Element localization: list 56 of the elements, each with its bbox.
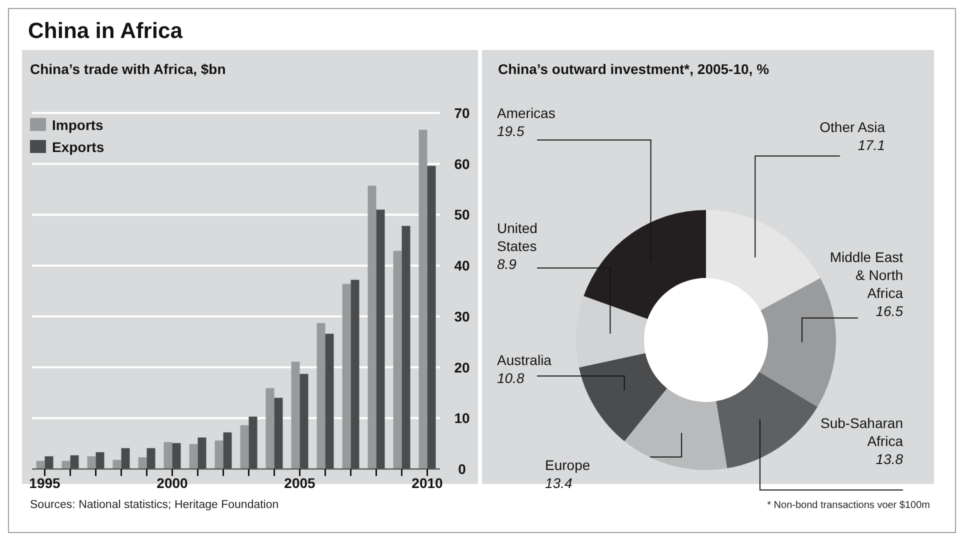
data-label: 19.5 bbox=[497, 123, 524, 139]
bar bbox=[138, 457, 147, 469]
chart-subtitle: China’s trade with Africa, $bn bbox=[30, 61, 226, 77]
x-tick-label: 2005 bbox=[284, 475, 316, 491]
slice-label: Sub-Saharan Africa bbox=[820, 415, 904, 449]
bar bbox=[36, 460, 45, 469]
bar bbox=[266, 388, 274, 469]
text: * Non-bond transactions voer $100m bbox=[767, 500, 930, 511]
y-tick-label: 30 bbox=[454, 308, 470, 324]
slice-label: Australia bbox=[497, 352, 552, 368]
data-label: 8.9 bbox=[497, 256, 517, 272]
bar bbox=[62, 460, 70, 469]
bar bbox=[393, 250, 402, 469]
slice-label: Middle East & North Africa bbox=[830, 249, 904, 301]
slice-label: United States bbox=[497, 220, 538, 254]
bar bbox=[368, 186, 376, 469]
y-tick-label: 60 bbox=[454, 156, 470, 172]
bar bbox=[214, 440, 224, 469]
data-label: 10.8 bbox=[497, 370, 524, 386]
bar bbox=[240, 425, 249, 469]
bar bbox=[418, 130, 428, 469]
bar bbox=[112, 460, 122, 469]
data-label: 17.1 bbox=[858, 137, 885, 153]
donut-slice bbox=[759, 278, 836, 407]
bar bbox=[87, 456, 96, 469]
y-tick-label: 0 bbox=[458, 461, 466, 477]
bar bbox=[189, 444, 198, 469]
y-tick-label: 50 bbox=[454, 206, 470, 223]
chart-title: China’s outward investment*, 2005-10, % bbox=[498, 61, 770, 77]
chart-title: China in Africa bbox=[28, 18, 184, 43]
donut-slice bbox=[716, 372, 818, 468]
slice-label: Americas bbox=[497, 105, 556, 121]
bar bbox=[316, 323, 326, 469]
donut-slice bbox=[706, 210, 820, 310]
donut-slice bbox=[576, 296, 648, 368]
x-tick-label: 2000 bbox=[156, 475, 188, 491]
bar bbox=[291, 362, 300, 469]
slice-label: Other Asia bbox=[820, 119, 886, 135]
donut-slice bbox=[584, 210, 706, 319]
bar bbox=[164, 442, 172, 469]
x-tick-label: 1995 bbox=[29, 475, 61, 491]
donut-slice bbox=[624, 388, 728, 470]
y-tick-label: 10 bbox=[454, 410, 470, 426]
legend-label: Imports bbox=[52, 117, 104, 133]
slice-label: Europe bbox=[545, 457, 590, 473]
legend-label: Exports bbox=[52, 139, 104, 155]
bar bbox=[342, 284, 351, 469]
x-tick-label: 2010 bbox=[412, 475, 444, 491]
donut-slice bbox=[578, 353, 668, 442]
y-tick-label: 70 bbox=[454, 105, 470, 121]
y-tick-label: 20 bbox=[454, 359, 470, 376]
source-note: Sources: National statistics; Heritage Foundation bbox=[30, 499, 279, 511]
data-label: 13.4 bbox=[545, 475, 572, 491]
data-label: 13.8 bbox=[876, 451, 904, 467]
data-label: 16.5 bbox=[876, 303, 904, 319]
y-tick-label: 40 bbox=[454, 258, 470, 274]
